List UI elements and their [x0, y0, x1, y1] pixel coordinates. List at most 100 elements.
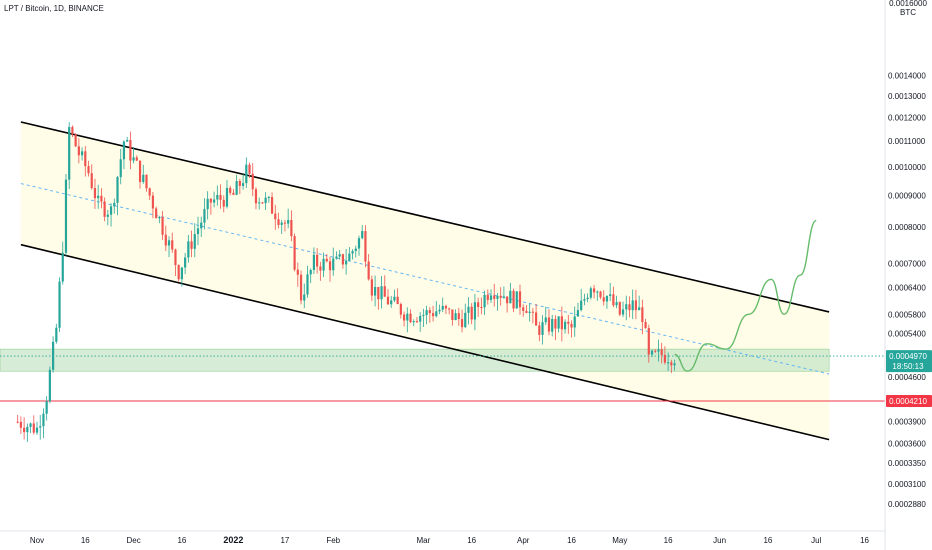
candle-body[interactable]	[538, 325, 541, 335]
candle-body[interactable]	[650, 350, 654, 355]
candle-body[interactable]	[90, 173, 93, 189]
candle-body[interactable]	[563, 321, 567, 330]
candle-body[interactable]	[155, 208, 158, 219]
candle-body[interactable]	[525, 310, 528, 313]
candle-body[interactable]	[654, 350, 657, 352]
candle-body[interactable]	[148, 188, 151, 196]
candle-body[interactable]	[171, 240, 174, 250]
candle-body[interactable]	[248, 164, 251, 174]
candle-body[interactable]	[625, 304, 628, 310]
candle-body[interactable]	[367, 261, 370, 280]
candle-body[interactable]	[254, 189, 258, 204]
candle-body[interactable]	[419, 315, 422, 322]
candle-body[interactable]	[457, 313, 460, 320]
candle-body[interactable]	[531, 311, 534, 313]
candle-body[interactable]	[660, 349, 663, 355]
candle-body[interactable]	[245, 164, 248, 184]
candle-body[interactable]	[328, 261, 332, 271]
candle-body[interactable]	[303, 294, 306, 301]
candle-body[interactable]	[261, 202, 264, 204]
candle-body[interactable]	[647, 328, 650, 355]
candle-body[interactable]	[460, 319, 464, 328]
candle-body[interactable]	[267, 197, 270, 199]
candle-body[interactable]	[390, 300, 393, 305]
candle-body[interactable]	[306, 274, 309, 295]
candle-body[interactable]	[589, 288, 592, 298]
candle-body[interactable]	[374, 287, 377, 296]
channel-upper-line[interactable]	[20, 121, 830, 313]
candle-body[interactable]	[515, 291, 518, 309]
candle-body[interactable]	[145, 174, 148, 189]
candle-body[interactable]	[348, 253, 351, 261]
candle-body[interactable]	[364, 231, 367, 262]
candle-body[interactable]	[431, 313, 435, 317]
candle-body[interactable]	[135, 157, 138, 161]
candle-body[interactable]	[113, 202, 116, 207]
candle-body[interactable]	[415, 321, 419, 323]
candle-body[interactable]	[77, 146, 80, 156]
candle-body[interactable]	[554, 319, 557, 329]
candle-body[interactable]	[425, 310, 428, 316]
candle-body[interactable]	[596, 291, 599, 293]
candle-body[interactable]	[287, 219, 290, 224]
candle-body[interactable]	[209, 198, 212, 203]
candle-body[interactable]	[48, 369, 51, 402]
candle-body[interactable]	[506, 296, 509, 304]
candle-body[interactable]	[138, 160, 142, 182]
candle-body[interactable]	[190, 241, 193, 249]
candle-body[interactable]	[184, 257, 187, 268]
candle-body[interactable]	[641, 307, 644, 323]
candle-body[interactable]	[277, 219, 280, 225]
candle-body[interactable]	[87, 166, 90, 174]
candle-body[interactable]	[319, 266, 322, 271]
candle-body[interactable]	[551, 319, 554, 332]
candle-body[interactable]	[55, 327, 58, 342]
candle-body[interactable]	[280, 222, 283, 225]
candle-body[interactable]	[270, 197, 274, 214]
candle-body[interactable]	[599, 291, 602, 298]
candle-body[interactable]	[116, 177, 119, 203]
candle-body[interactable]	[464, 312, 467, 328]
candle-body[interactable]	[203, 209, 206, 223]
candle-body[interactable]	[441, 305, 444, 310]
projection-path[interactable]	[674, 219, 817, 372]
candle-body[interactable]	[580, 300, 583, 311]
candle-body[interactable]	[296, 269, 299, 275]
candle-body[interactable]	[332, 258, 335, 271]
candle-body[interactable]	[35, 427, 39, 433]
candle-body[interactable]	[322, 258, 325, 271]
candle-body[interactable]	[258, 202, 261, 204]
candle-body[interactable]	[222, 199, 225, 207]
candle-body[interactable]	[670, 362, 673, 366]
candle-body[interactable]	[354, 248, 357, 252]
candle-body[interactable]	[299, 274, 303, 301]
candle-body[interactable]	[512, 290, 515, 309]
candle-body[interactable]	[68, 127, 71, 180]
candle-body[interactable]	[238, 180, 241, 186]
candle-body[interactable]	[196, 228, 200, 235]
candle-body[interactable]	[45, 401, 48, 414]
candle-body[interactable]	[386, 296, 390, 305]
candle-body[interactable]	[399, 304, 402, 315]
candle-body[interactable]	[470, 306, 473, 320]
candle-body[interactable]	[370, 279, 373, 296]
candle-body[interactable]	[106, 214, 109, 217]
candle-body[interactable]	[621, 309, 625, 315]
candle-body[interactable]	[71, 127, 74, 135]
candle-body[interactable]	[142, 174, 145, 182]
candle-body[interactable]	[19, 421, 22, 428]
candle-body[interactable]	[428, 310, 431, 314]
candle-body[interactable]	[225, 187, 229, 207]
candle-body[interactable]	[84, 151, 87, 167]
candle-body[interactable]	[251, 173, 254, 190]
candle-body[interactable]	[496, 295, 499, 299]
candle-body[interactable]	[232, 192, 235, 195]
candle-body[interactable]	[338, 254, 341, 257]
candle-body[interactable]	[522, 307, 525, 311]
candle-body[interactable]	[396, 296, 399, 305]
candle-body[interactable]	[489, 295, 493, 300]
candle-body[interactable]	[444, 305, 448, 309]
candle-body[interactable]	[213, 199, 216, 203]
candle-body[interactable]	[109, 206, 113, 215]
